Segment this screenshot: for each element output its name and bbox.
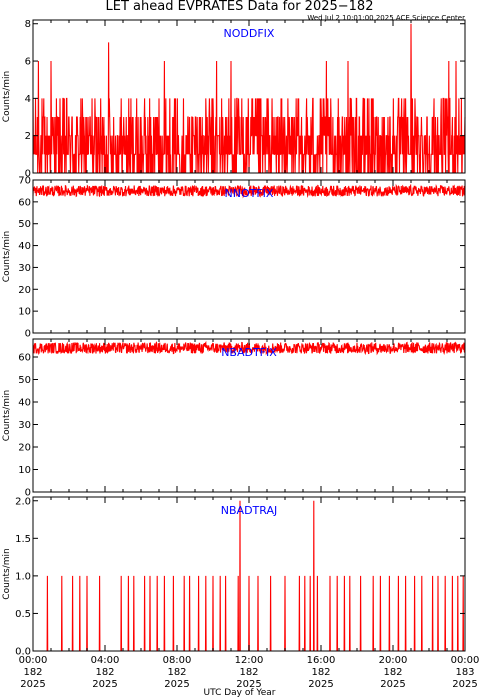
x-tick-year-label: 2025 [308,679,333,690]
x-tick-year-label: 2025 [92,679,117,690]
panel-label-nbadtraj: NBADTRAJ [221,504,277,517]
x-tick-time-label: 00:00 [19,655,48,666]
panel-label-nbadtfix: NBADTFIX [221,346,277,359]
panel-label-nnotfix: NNOTFIX [225,187,274,200]
y-tick-label: 4 [25,94,31,105]
y-tick-label: 30 [18,263,31,274]
x-tick-year-label: 2025 [236,679,261,690]
panel-frame-2 [32,179,466,334]
y-axis-label: Counts/min [2,390,12,441]
y-tick-label: 30 [18,420,31,431]
y-tick-label: 50 [18,219,31,230]
x-tick-doy-label: 182 [383,667,402,678]
x-tick-year-label: 2025 [380,679,405,690]
y-tick-label: 20 [18,285,31,296]
x-tick-doy-label: 182 [311,667,330,678]
y-tick-label: 70 [18,176,31,187]
y-tick-label: 40 [18,241,31,252]
y-tick-label: 10 [18,307,31,318]
y-tick-label: 0 [25,329,31,340]
y-tick-label: 0.0 [15,647,31,658]
y-tick-label: 2 [25,131,31,142]
x-tick-doy-label: 182 [167,667,186,678]
y-tick-label: 20 [18,443,31,454]
y-tick-label: 60 [18,197,31,208]
y-axis-label: Counts/min [2,71,12,122]
y-tick-label: 10 [18,465,31,476]
series-line-noddfix [32,23,466,174]
x-tick-doy-label: 183 [455,667,474,678]
x-tick-year-label: 2025 [452,679,477,690]
x-axis-title: UTC Day of Year [203,688,276,698]
y-tick-label: 8 [25,19,31,30]
y-tick-label: 6 [25,57,31,68]
y-tick-label: 1.0 [15,571,31,582]
x-tick-doy-label: 182 [239,667,258,678]
x-tick-doy-label: 182 [23,667,42,678]
page-title: LET ahead EVPRATES Data for 2025−182 [105,0,374,14]
x-tick-time-label: 08:00 [163,655,192,666]
y-tick-label: 1.5 [15,534,31,545]
y-axis-label: Counts/min [2,231,12,282]
x-tick-time-label: 20:00 [379,655,408,666]
panel-label-noddfix: NODDFIX [224,27,275,40]
y-tick-label: 50 [18,375,31,386]
y-axis-label: Counts/min [2,548,12,599]
x-tick-year-label: 2025 [164,679,189,690]
y-tick-label: 40 [18,398,31,409]
y-tick-label: 60 [18,353,31,364]
timestamp-label: Wed Jul 2 10:01:00 2025 ACE Science Cent… [307,14,465,22]
y-tick-label: 0 [25,488,31,499]
panel-frame-3 [32,338,466,493]
y-tick-label: 2.0 [15,496,31,507]
y-tick-label: 0 [25,169,31,180]
series-line-nbadtraj [33,500,465,652]
x-tick-time-label: 04:00 [91,655,120,666]
x-tick-time-label: 12:00 [235,655,264,666]
x-tick-time-label: 16:00 [307,655,336,666]
x-tick-time-label: 00:00 [451,655,479,666]
x-tick-year-label: 2025 [20,679,45,690]
x-tick-doy-label: 182 [95,667,114,678]
y-tick-label: 0.5 [15,609,31,620]
